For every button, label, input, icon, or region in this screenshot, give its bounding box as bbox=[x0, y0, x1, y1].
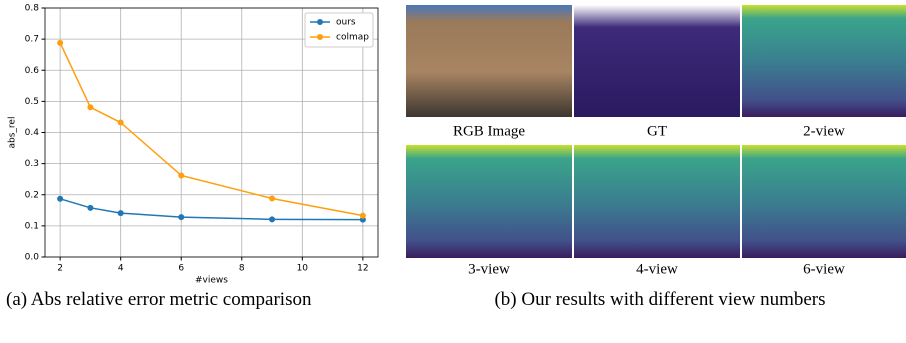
legend-swatch bbox=[317, 19, 323, 25]
image-label: RGB Image bbox=[453, 123, 525, 139]
image bbox=[574, 145, 740, 258]
point bbox=[87, 104, 93, 110]
y-tick-label: 0.8 bbox=[25, 4, 40, 14]
image-label: 4-view bbox=[636, 261, 678, 277]
x-tick-label: 4 bbox=[118, 264, 124, 274]
image-label: 2-view bbox=[803, 123, 845, 139]
y-tick-label: 0.7 bbox=[25, 35, 39, 45]
point bbox=[269, 195, 275, 201]
caption: (a) Abs relative error metric comparison bbox=[6, 289, 378, 311]
point bbox=[118, 210, 124, 216]
y-axis-label: abs_rel bbox=[8, 117, 18, 149]
point bbox=[269, 216, 275, 222]
line bbox=[60, 199, 363, 220]
legend-label: colmap bbox=[336, 33, 369, 43]
legend-label: ours bbox=[336, 18, 356, 28]
point bbox=[178, 172, 184, 178]
image bbox=[406, 5, 572, 117]
x-axis-label: #views bbox=[195, 276, 228, 286]
x-tick-label: 8 bbox=[239, 264, 245, 274]
image bbox=[742, 5, 906, 117]
image bbox=[742, 145, 906, 258]
point bbox=[118, 120, 124, 126]
figure: 0.0 0.1 0.2 0.3 0.4 0.5 0.6 0.7 0.8 2 4 6 8 10 12 #view… bbox=[0, 0, 906, 343]
caption: (b) Our results with different view numb… bbox=[420, 289, 900, 311]
image-label: 6-view bbox=[803, 261, 845, 277]
y-tick-label: 0.1 bbox=[25, 221, 39, 231]
x-tick-label: 6 bbox=[178, 264, 184, 274]
point bbox=[57, 196, 63, 202]
point bbox=[178, 214, 184, 220]
image-label: GT bbox=[647, 123, 667, 139]
x-tick-label: 2 bbox=[57, 264, 63, 274]
legend-swatch bbox=[317, 34, 323, 40]
image bbox=[406, 145, 572, 258]
line bbox=[60, 43, 363, 216]
y-tick-label: 0.3 bbox=[25, 159, 39, 169]
point bbox=[57, 40, 63, 46]
y-tick-label: 0.2 bbox=[25, 190, 39, 200]
image-label: 3-view bbox=[468, 261, 510, 277]
y-tick-label: 0.0 bbox=[25, 253, 40, 263]
x-tick-label: 10 bbox=[297, 264, 309, 274]
image bbox=[574, 5, 740, 117]
point bbox=[360, 213, 366, 219]
y-tick-label: 0.4 bbox=[25, 128, 40, 138]
x-tick-label: 12 bbox=[357, 264, 368, 274]
y-tick-label: 0.6 bbox=[25, 66, 40, 76]
y-tick-label: 0.5 bbox=[25, 97, 39, 107]
point bbox=[87, 205, 93, 211]
